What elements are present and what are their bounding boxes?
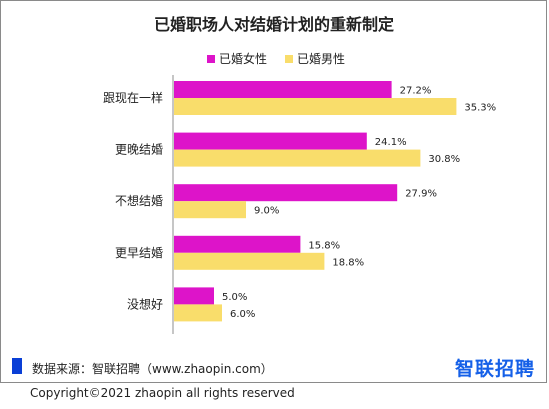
category-label: 更早结婚	[115, 246, 163, 260]
legend-swatch	[285, 55, 293, 63]
bar	[174, 98, 457, 115]
bar	[174, 81, 392, 98]
legend-label: 已婚男性	[297, 52, 345, 66]
copyright: Copyright©2021 zhaopin all rights reserv…	[30, 386, 295, 400]
bar	[174, 201, 246, 219]
data-source: 数据来源：智联招聘（www.zhaopin.com）	[32, 362, 273, 376]
bar-value-label: 27.2%	[400, 86, 432, 97]
legend-swatch	[207, 55, 215, 63]
brand-logo: 智联招聘	[454, 358, 535, 380]
bar	[174, 252, 325, 270]
bar	[174, 235, 301, 253]
bar-value-label: 9.0%	[254, 206, 279, 217]
bar-value-label: 15.8%	[308, 240, 340, 251]
legend-label: 已婚女性	[219, 51, 267, 66]
bar	[174, 149, 421, 167]
category-label: 更晚结婚	[115, 143, 163, 157]
category-label: 没想好	[127, 296, 163, 311]
bar	[174, 132, 367, 150]
chart-frame	[0, 0, 547, 383]
bar-value-label: 35.3%	[464, 103, 496, 114]
footer: 数据来源：智联招聘（www.zhaopin.com） 智联招聘 Copyrigh…	[0, 351, 549, 409]
source-marker-icon	[12, 358, 22, 374]
bar-value-label: 27.9%	[405, 189, 437, 200]
bar-value-label: 30.8%	[428, 154, 460, 165]
category-label: 不想结婚	[115, 193, 163, 208]
bar	[174, 304, 222, 322]
bar	[174, 184, 398, 202]
bar-value-label: 5.0%	[222, 292, 247, 303]
category-label: 跟现在一样	[103, 90, 163, 105]
bar-value-label: 18.8%	[332, 257, 364, 268]
chart-title: 已婚职场人对结婚计划的重新制定	[154, 15, 394, 34]
bar	[174, 287, 214, 305]
bar-value-label: 24.1%	[375, 137, 407, 148]
bar-value-label: 6.0%	[230, 309, 255, 320]
